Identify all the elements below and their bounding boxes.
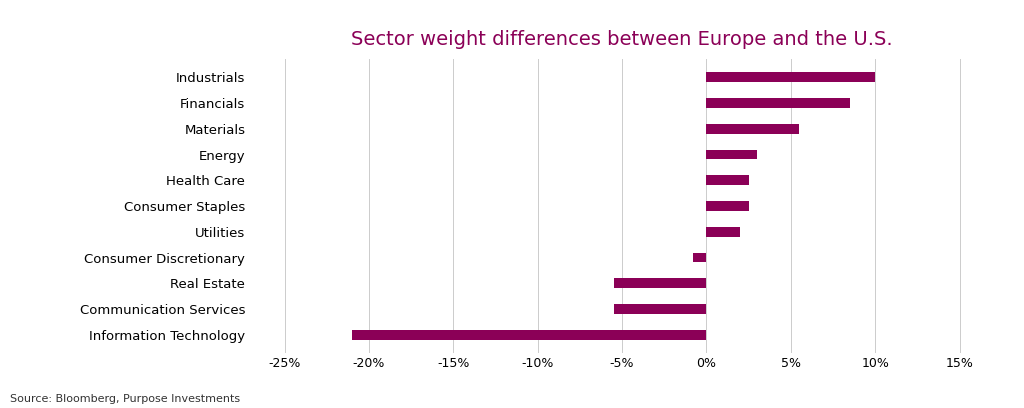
Bar — [707, 98, 850, 108]
Bar — [707, 175, 749, 185]
Bar — [352, 330, 707, 340]
Bar — [707, 227, 740, 237]
Bar — [613, 278, 707, 288]
Bar — [707, 72, 876, 82]
Bar — [707, 124, 800, 134]
Bar — [693, 253, 707, 262]
Title: Sector weight differences between Europe and the U.S.: Sector weight differences between Europe… — [351, 30, 893, 49]
Text: Source: Bloomberg, Purpose Investments: Source: Bloomberg, Purpose Investments — [10, 394, 241, 404]
Bar — [613, 304, 707, 314]
Bar — [707, 150, 757, 160]
Bar — [707, 201, 749, 211]
